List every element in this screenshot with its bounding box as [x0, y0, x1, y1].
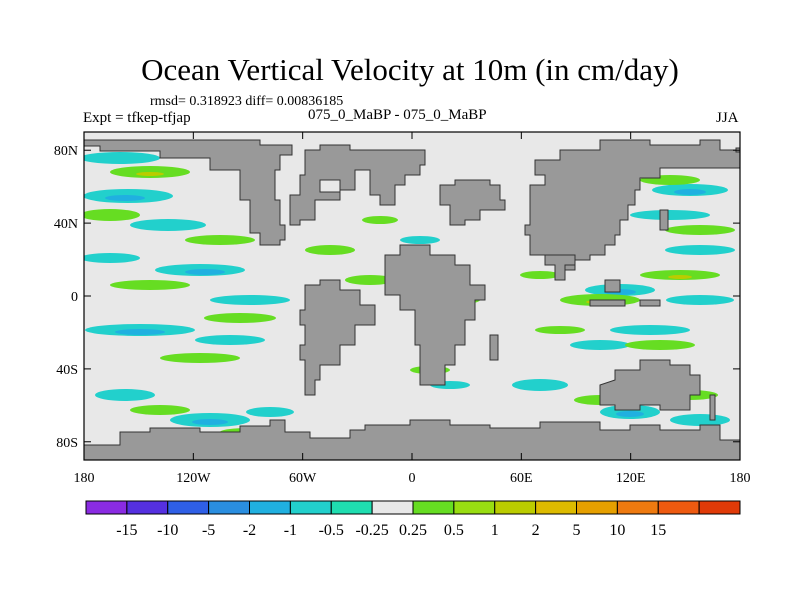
colorbar-swatch — [330, 500, 373, 515]
land-new-zealand — [709, 394, 716, 421]
colorbar: -15 -10 -5 -2 -1 -0.5 -0.25 0.25 0.5 1 2 5 10 15 — [85, 500, 741, 539]
colorbar-swatch — [576, 500, 618, 515]
land-australia — [599, 359, 701, 411]
x-axis: 180 120W 60W 0 60E 120E 180 — [74, 132, 751, 486]
y-tick-label: 40S — [56, 363, 78, 378]
land-masses — [84, 139, 740, 460]
colorbar-label: 0.5 — [444, 522, 464, 539]
colorbar-swatch — [167, 500, 210, 515]
experiment-label: Expt = tfkep-tfjap — [83, 110, 191, 126]
colorbar-swatch — [616, 500, 659, 515]
period-label: 075_0_MaBP - 075_0_MaBP — [308, 107, 487, 123]
land-europe — [439, 179, 506, 226]
land-borneo — [604, 279, 621, 293]
y-tick-label: 80N — [54, 144, 78, 159]
colorbar-swatch — [371, 500, 414, 515]
land-new-guinea — [639, 299, 661, 307]
colorbar-label: -10 — [157, 522, 178, 539]
land-north-america — [84, 139, 293, 246]
colorbar-swatch — [453, 500, 496, 515]
colorbar-swatch — [657, 500, 700, 515]
y-tick-label: 80S — [56, 436, 78, 451]
colorbar-swatch — [494, 500, 537, 515]
colorbar-swatch — [208, 500, 250, 515]
y-axis: 80N 40N 0 40S 80S — [54, 144, 740, 451]
colorbar-label: -5 — [202, 522, 215, 539]
colorbar-label: 1 — [491, 522, 499, 539]
colorbar-swatch — [535, 500, 577, 515]
land-indonesia — [589, 299, 626, 307]
colorbar-swatch — [698, 500, 741, 515]
colorbar-label: 5 — [573, 522, 581, 539]
colorbar-label: -0.5 — [319, 522, 344, 539]
colorbar-swatch — [85, 500, 128, 515]
map-title: Ocean Vertical Velocity at 10m (in cm/da… — [141, 52, 679, 87]
colorbar-label: 15 — [650, 522, 666, 539]
colorbar-label: -2 — [243, 522, 256, 539]
y-tick-label: 0 — [71, 290, 78, 305]
colorbar-label: 0.25 — [399, 522, 427, 539]
colorbar-label: -0.25 — [355, 522, 388, 539]
x-tick-label: 180 — [74, 471, 95, 486]
land-africa — [384, 244, 486, 386]
land-madagascar — [489, 334, 499, 361]
stats-label: rmsd= 0.318923 diff= 0.00836185 — [150, 94, 344, 109]
colorbar-label: -15 — [116, 522, 137, 539]
colorbar-label: 10 — [609, 522, 625, 539]
land-eurasia — [524, 139, 740, 271]
season-label: JJA — [716, 110, 739, 126]
x-tick-label: 120E — [616, 471, 646, 486]
x-tick-label: 120W — [176, 471, 211, 486]
colorbar-swatch — [249, 500, 291, 515]
x-tick-label: 60W — [289, 471, 317, 486]
colorbar-label: -1 — [284, 522, 297, 539]
colorbar-swatch — [126, 500, 169, 515]
x-tick-label: 180 — [730, 471, 751, 486]
x-tick-label: 0 — [409, 471, 416, 486]
land-japan — [659, 209, 669, 231]
land-greenland — [289, 144, 426, 226]
colorbar-swatch — [289, 500, 332, 515]
x-tick-label: 60E — [510, 471, 533, 486]
colorbar-label: 2 — [532, 522, 540, 539]
land-south-america — [299, 279, 376, 396]
land-antarctica — [84, 419, 740, 460]
colorbar-swatch — [412, 500, 455, 515]
y-tick-label: 40N — [54, 217, 78, 232]
land-india — [544, 254, 576, 281]
